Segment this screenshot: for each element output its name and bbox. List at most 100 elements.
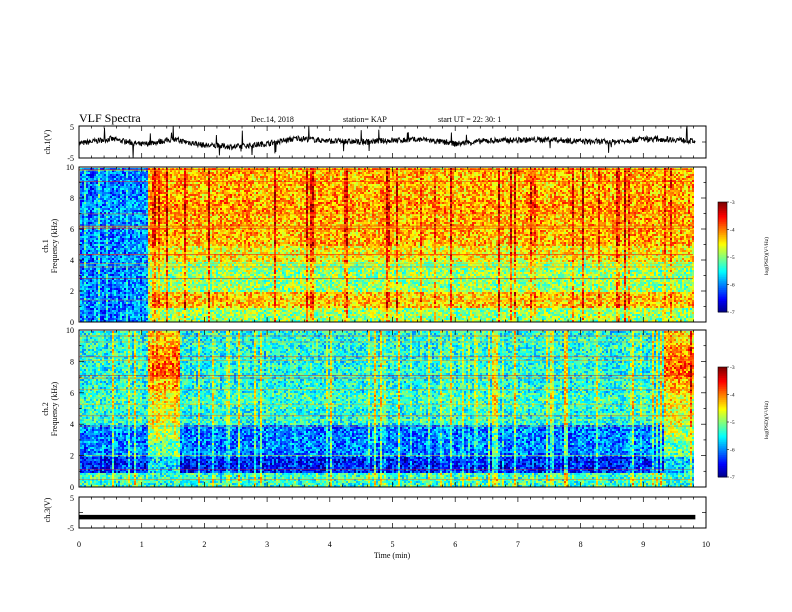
spectrogram-cell (80, 232, 82, 234)
spectrogram-cell (88, 286, 90, 288)
spectrogram-cell (84, 200, 86, 202)
spectrogram-cell (94, 252, 96, 254)
spectrogram-cell (98, 304, 100, 306)
spectrogram-cell (82, 248, 84, 250)
spectrogram-cell (82, 174, 84, 176)
spectrogram-cell (86, 272, 88, 274)
spectrogram-cell (88, 184, 90, 186)
spectrogram-cell (80, 292, 82, 294)
spectrogram-cell (80, 236, 82, 238)
spectrogram-cell (80, 188, 82, 190)
spectrogram-cell (104, 224, 106, 226)
spectrogram-cell (90, 196, 92, 198)
spectrogram-cell (92, 220, 94, 222)
spectrogram-cell (90, 306, 92, 308)
spectrogram-cell (102, 188, 104, 190)
spectrogram-cell (104, 314, 106, 316)
spectrogram-cell (90, 224, 92, 226)
spectrogram-cell (104, 202, 106, 204)
spectrogram-cell (92, 250, 94, 252)
spectrogram-cell (102, 252, 104, 254)
spectrogram-cell (100, 272, 102, 274)
spectrogram-cell (80, 192, 82, 194)
spectrogram-cell (90, 194, 92, 196)
spectrogram-cell (96, 216, 98, 218)
spectrogram-cell (86, 276, 88, 278)
spectrogram-cell (96, 244, 98, 246)
spectrogram-cell (88, 258, 90, 260)
spectrogram-cell (82, 308, 84, 310)
spectrogram-cell (102, 276, 104, 278)
spectrogram-cell (104, 218, 106, 220)
spectrogram-cell (104, 188, 106, 190)
spectrogram-cell (98, 200, 100, 202)
spectrogram-cell (94, 182, 96, 184)
spectrogram-cell (98, 248, 100, 250)
spectrogram-cell (88, 218, 90, 220)
spectrogram-cell (98, 238, 100, 240)
spectrogram-cell (94, 214, 96, 216)
spectrogram-cell (82, 286, 84, 288)
spectrogram-cell (84, 288, 86, 290)
spectrogram-cell (92, 234, 94, 236)
spectrogram-cell (82, 270, 84, 272)
spectrogram-cell (104, 284, 106, 286)
spectrogram-cell (102, 246, 104, 248)
spectrogram-cell (92, 242, 94, 244)
spectrogram-cell (88, 318, 90, 320)
spectrogram-cell (96, 224, 98, 226)
spectrogram-cell (104, 274, 106, 276)
spectrogram-cell (98, 196, 100, 198)
spectrogram-cell (100, 234, 102, 236)
spectrogram-cell (86, 286, 88, 288)
spectrogram-cell (100, 202, 102, 204)
spectrogram-cell (80, 286, 82, 288)
spectrogram-cell (86, 290, 88, 292)
spectrogram-cell (98, 172, 100, 174)
spectrogram-cell (102, 194, 104, 196)
spectrogram-cell (92, 292, 94, 294)
spectrogram-cell (96, 316, 98, 318)
spectrogram-cell (94, 312, 96, 314)
spectrogram-cell (86, 218, 88, 220)
spectrogram-cell (98, 188, 100, 190)
spectrogram-cell (84, 308, 86, 310)
spectrogram-cell (84, 198, 86, 200)
spectrogram-cell (96, 220, 98, 222)
spectrogram-cell (92, 204, 94, 206)
spectrogram-cell (102, 296, 104, 298)
spectrogram-cell (104, 308, 106, 310)
spectrogram-cell (102, 210, 104, 212)
spectrogram-cell (96, 290, 98, 292)
spectrogram-cell (84, 306, 86, 308)
spectrogram-cell (82, 200, 84, 202)
spectrogram-cell (90, 208, 92, 210)
spectrogram-cell (104, 240, 106, 242)
spectrogram-cell (98, 246, 100, 248)
spectrogram-cell (102, 178, 104, 180)
spectrogram-cell (92, 244, 94, 246)
spectrogram-cell (104, 280, 106, 282)
spectrogram-cell (94, 248, 96, 250)
spectrogram-cell (102, 198, 104, 200)
spectrogram-cell (96, 302, 98, 304)
spectrogram-cell (82, 172, 84, 174)
spectrogram-cell (90, 316, 92, 318)
spectrogram-cell (94, 210, 96, 212)
spectrogram-cell (82, 178, 84, 180)
spectrogram-cell (80, 214, 82, 216)
spectrogram-cell (100, 252, 102, 254)
spectrogram-cell (82, 186, 84, 188)
spectrogram-cell (92, 216, 94, 218)
spectrogram-cell (90, 198, 92, 200)
spectrogram-cell (92, 208, 94, 210)
spectrogram-cell (96, 260, 98, 262)
spectrogram-cell (82, 274, 84, 276)
spectrogram-cell (90, 314, 92, 316)
spectrogram-cell (86, 292, 88, 294)
spectrogram-cell (94, 316, 96, 318)
spectrogram-cell (100, 238, 102, 240)
spectrogram-cell (84, 172, 86, 174)
spectrogram-cell (104, 264, 106, 266)
spectrogram-cell (104, 176, 106, 178)
